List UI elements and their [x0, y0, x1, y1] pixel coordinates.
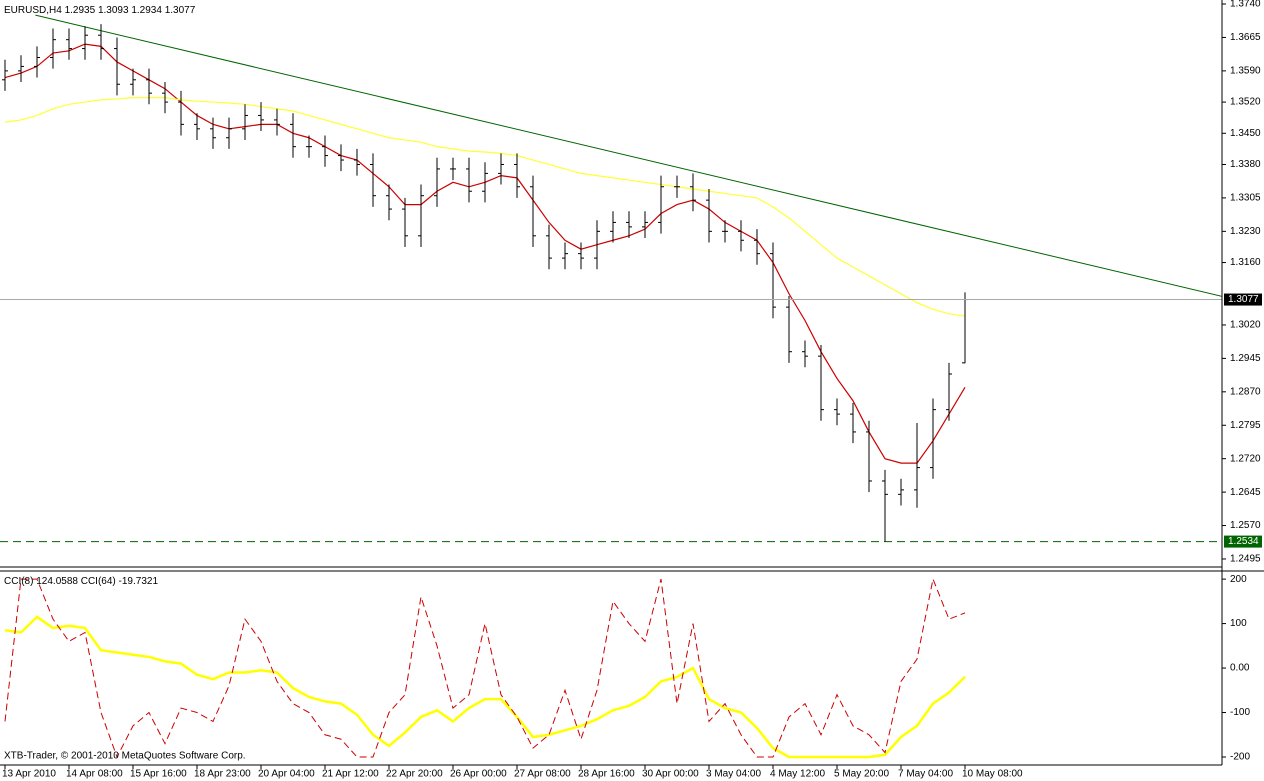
- y-tick-label: 1.3450: [1230, 128, 1261, 139]
- y-tick-label: 1.2495: [1230, 554, 1261, 565]
- y-tick-label: 1.2645: [1230, 487, 1261, 498]
- x-tick-label: 14 Apr 08:00: [66, 769, 123, 780]
- y-tick-label: 1.2570: [1230, 520, 1261, 531]
- y-tick-label: 200: [1230, 574, 1247, 585]
- x-tick-label: 13 Apr 2010: [2, 769, 56, 780]
- cci-header: CCI(8) 124.0588 CCI(64) -19.7321: [4, 576, 158, 587]
- price-label-box: [1224, 293, 1262, 306]
- x-tick-label: 5 May 20:00: [834, 769, 889, 780]
- y-tick-label: 1.3160: [1230, 257, 1261, 268]
- x-tick-label: 4 May 12:00: [770, 769, 825, 780]
- low: 1.2934: [131, 5, 162, 16]
- y-tick-label: 1.2720: [1230, 453, 1261, 464]
- x-tick-label: 27 Apr 08:00: [514, 769, 571, 780]
- y-tick-label: 1.3740: [1230, 0, 1261, 10]
- y-tick-label: 1.3520: [1230, 97, 1261, 108]
- legend-entry: CCI(64): [81, 576, 116, 587]
- y-tick-label: -100: [1230, 707, 1250, 718]
- x-tick-label: 7 May 04:00: [898, 769, 953, 780]
- chart-header: EURUSD,H4 1.2935 1.3093 1.2934 1.3077: [4, 5, 196, 16]
- price-label: 1.2534: [1228, 536, 1259, 547]
- x-tick-label: 26 Apr 00:00: [450, 769, 507, 780]
- y-tick-label: 100: [1230, 618, 1247, 629]
- legend-value: 124.0588: [36, 576, 78, 587]
- footer: XTB-Trader, © 2001-2010 MetaQuotes Softw…: [4, 751, 246, 762]
- y-tick-label: 1.3305: [1230, 193, 1261, 204]
- high: 1.3093: [98, 5, 129, 16]
- price-label: 1.3077: [1228, 294, 1259, 305]
- x-tick-label: 28 Apr 16:00: [578, 769, 635, 780]
- y-tick-label: 1.2945: [1230, 353, 1261, 364]
- cci-line: [4, 615, 966, 759]
- x-tick-label: 21 Apr 12:00: [322, 769, 379, 780]
- y-tick-label: 1.3590: [1230, 66, 1261, 77]
- open: 1.2935: [65, 5, 96, 16]
- y-tick-label: 1.2870: [1230, 386, 1261, 397]
- y-tick-label: -200: [1230, 752, 1250, 763]
- x-tick-label: 15 Apr 16:00: [130, 769, 187, 780]
- y-tick-label: 1.3665: [1230, 32, 1261, 43]
- legend-value: -19.7321: [119, 576, 159, 587]
- symbol: EURUSD,H4: [4, 5, 62, 16]
- x-tick-label: 20 Apr 04:00: [258, 769, 315, 780]
- x-tick-label: 10 May 08:00: [962, 769, 1023, 780]
- price-pane: [0, 14, 1222, 543]
- x-tick-label: 22 Apr 20:00: [386, 769, 443, 780]
- y-tick-label: 1.3230: [1230, 226, 1261, 237]
- price-label-box: [1224, 535, 1262, 548]
- y-tick-label: 1.2795: [1230, 420, 1261, 431]
- y-tick-label: 0.00: [1230, 663, 1250, 674]
- y-tick-label: 1.3380: [1230, 159, 1261, 170]
- x-tick-label: 18 Apr 23:00: [194, 769, 251, 780]
- cci-line: [4, 577, 966, 759]
- cci-pane: [4, 577, 966, 759]
- trendline: [35, 14, 1222, 297]
- close: 1.3077: [165, 5, 196, 16]
- x-tick-label: 3 May 04:00: [706, 769, 761, 780]
- y-tick-label: 1.3020: [1230, 320, 1261, 331]
- legend-entry: CCI(8): [4, 576, 33, 587]
- x-tick-label: 30 Apr 00:00: [642, 769, 699, 780]
